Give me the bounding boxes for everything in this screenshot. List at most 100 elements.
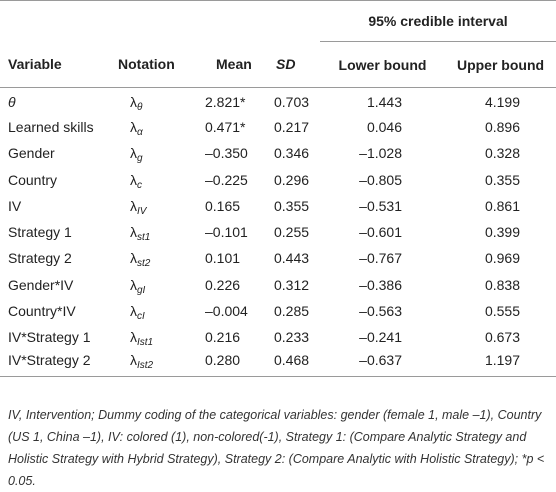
notation-cell: λc	[118, 166, 188, 192]
notation-cell: λIst1	[118, 324, 188, 350]
value-cell: –0.767	[359, 250, 402, 267]
value-cell: 0.861	[484, 197, 521, 214]
value-cell: 0.838	[484, 276, 521, 293]
results-table: 95% credible interval Variable Notation Me…	[0, 0, 556, 377]
column-header-row: Variable Notation Mean SD Lower bound Upper b…	[0, 41, 556, 88]
value-cell: –0.241	[359, 329, 402, 346]
value-cell: 0.216	[205, 329, 241, 346]
notation-subscript: gI	[137, 284, 146, 296]
value-cell: –0.350	[205, 145, 248, 162]
variable-cell: Strategy 2	[8, 250, 72, 267]
value-cell: –0.601	[359, 224, 402, 241]
variable-cell: IV	[8, 197, 22, 214]
value-cell: 0.355	[274, 197, 310, 214]
value-cell: 0.443	[274, 250, 310, 267]
variable-cell: Gender	[8, 145, 55, 162]
notation-symbol: λ	[130, 276, 137, 293]
table-row: IV*Strategy 1 λIst1 0.216 0.233 –0.241 0.673	[0, 324, 556, 350]
value-cell: 0.555	[484, 303, 521, 320]
notation-cell: λθ	[118, 88, 188, 114]
value-cell: –0.805	[359, 171, 402, 188]
value-cell: –1.028	[359, 145, 402, 162]
value-cell: –0.386	[359, 276, 402, 293]
notation-cell: λg	[118, 140, 188, 166]
notation-subscript: IV	[137, 205, 147, 217]
value-cell: 0.896	[484, 118, 521, 135]
variable-cell: θ	[8, 94, 16, 111]
table-row: Gender*IV λgI 0.226 0.312 –0.386 0.838	[0, 272, 556, 298]
column-header: SD	[258, 41, 320, 88]
value-cell: 0.328	[484, 145, 521, 162]
value-cell: 0.673	[484, 329, 521, 346]
value-cell: 0.217	[274, 118, 310, 135]
value-cell: 0.233	[274, 329, 310, 346]
value-cell: 0.346	[274, 145, 310, 162]
value-cell: –0.004	[205, 303, 248, 320]
notation-symbol: λ	[130, 329, 137, 346]
notation-cell: λst2	[118, 245, 188, 271]
notation-symbol: λ	[130, 224, 137, 241]
footnote: IV, Intervention; Dummy coding of the ca…	[8, 408, 545, 488]
value-cell: 0.471*	[205, 118, 246, 135]
table-row: Country λc –0.225 0.296 –0.805 0.355	[0, 166, 556, 192]
value-cell: 0.280	[205, 352, 241, 369]
value-cell: 0.255	[274, 224, 310, 241]
notation-subscript: c	[137, 179, 142, 191]
value-cell: –0.637	[359, 352, 402, 369]
table-row: Strategy 2 λst2 0.101 0.443 –0.767 0.969	[0, 245, 556, 271]
value-cell: –0.563	[359, 303, 402, 320]
notation-cell: λIst2	[118, 350, 188, 376]
column-header: Upper bound	[445, 41, 556, 88]
value-cell: 0.312	[274, 276, 310, 293]
value-cell: 1.197	[484, 352, 521, 369]
column-header: Mean	[188, 41, 258, 88]
table-row: Country*IV λcI –0.004 0.285 –0.563 0.555	[0, 298, 556, 324]
value-cell: 0.399	[484, 224, 521, 241]
group-header-row: 95% credible interval	[0, 0, 556, 42]
column-header: Variable	[0, 41, 118, 88]
value-cell: 1.443	[366, 94, 402, 111]
notation-symbol: λ	[130, 197, 137, 214]
table-row: IV*Strategy 2 λIst2 0.280 0.468 –0.637 1.197	[0, 350, 556, 377]
variable-cell: IV*Strategy 2	[8, 352, 91, 369]
column-header: Notation	[118, 41, 188, 88]
table-row: IV λIV 0.165 0.355 –0.531 0.861	[0, 193, 556, 219]
notation-symbol: λ	[130, 145, 137, 162]
notation-symbol: λ	[130, 118, 137, 135]
table-row: Strategy 1 λst1 –0.101 0.255 –0.601 0.399	[0, 219, 556, 245]
notation-symbol: λ	[130, 94, 137, 111]
value-cell: 0.969	[484, 250, 521, 267]
notation-symbol: λ	[130, 303, 137, 320]
table-body: θ λθ 2.821* 0.703 1.443 4.199 Learned skills λα…	[0, 88, 556, 377]
table-row: Gender λg –0.350 0.346 –1.028 0.328	[0, 140, 556, 166]
value-cell: 0.355	[484, 171, 521, 188]
notation-symbol: λ	[130, 250, 137, 267]
group-header: 95% credible interval	[320, 0, 556, 42]
notation-symbol: λ	[130, 352, 137, 369]
notation-cell: λgI	[118, 272, 188, 298]
table-row: θ λθ 2.821* 0.703 1.443 4.199	[0, 88, 556, 114]
table-row: Learned skills λα 0.471* 0.217 0.046 0.896	[0, 114, 556, 140]
value-cell: 0.165	[205, 197, 241, 214]
notation-cell: λIV	[118, 193, 188, 219]
notation-subscript: st2	[137, 258, 151, 270]
notation-cell: λα	[118, 114, 188, 140]
notation-symbol: λ	[130, 171, 137, 188]
variable-cell: Gender*IV	[8, 276, 74, 293]
notation-subscript: Ist1	[137, 337, 154, 349]
value-cell: –0.101	[205, 224, 248, 241]
value-cell: 0.285	[274, 303, 310, 320]
variable-cell: Country*IV	[8, 303, 76, 320]
value-cell: –0.225	[205, 171, 248, 188]
notation-subscript: st1	[137, 232, 151, 244]
value-cell: 0.046	[366, 118, 402, 135]
variable-cell: Learned skills	[8, 118, 94, 135]
variable-cell: Country	[8, 171, 58, 188]
value-cell: 4.199	[484, 94, 521, 111]
column-header: Lower bound	[320, 41, 445, 88]
variable-cell: IV*Strategy 1	[8, 329, 91, 346]
notation-subscript: α	[137, 126, 143, 138]
notation-subscript: g	[137, 153, 143, 165]
value-cell: 2.821*	[205, 94, 246, 111]
